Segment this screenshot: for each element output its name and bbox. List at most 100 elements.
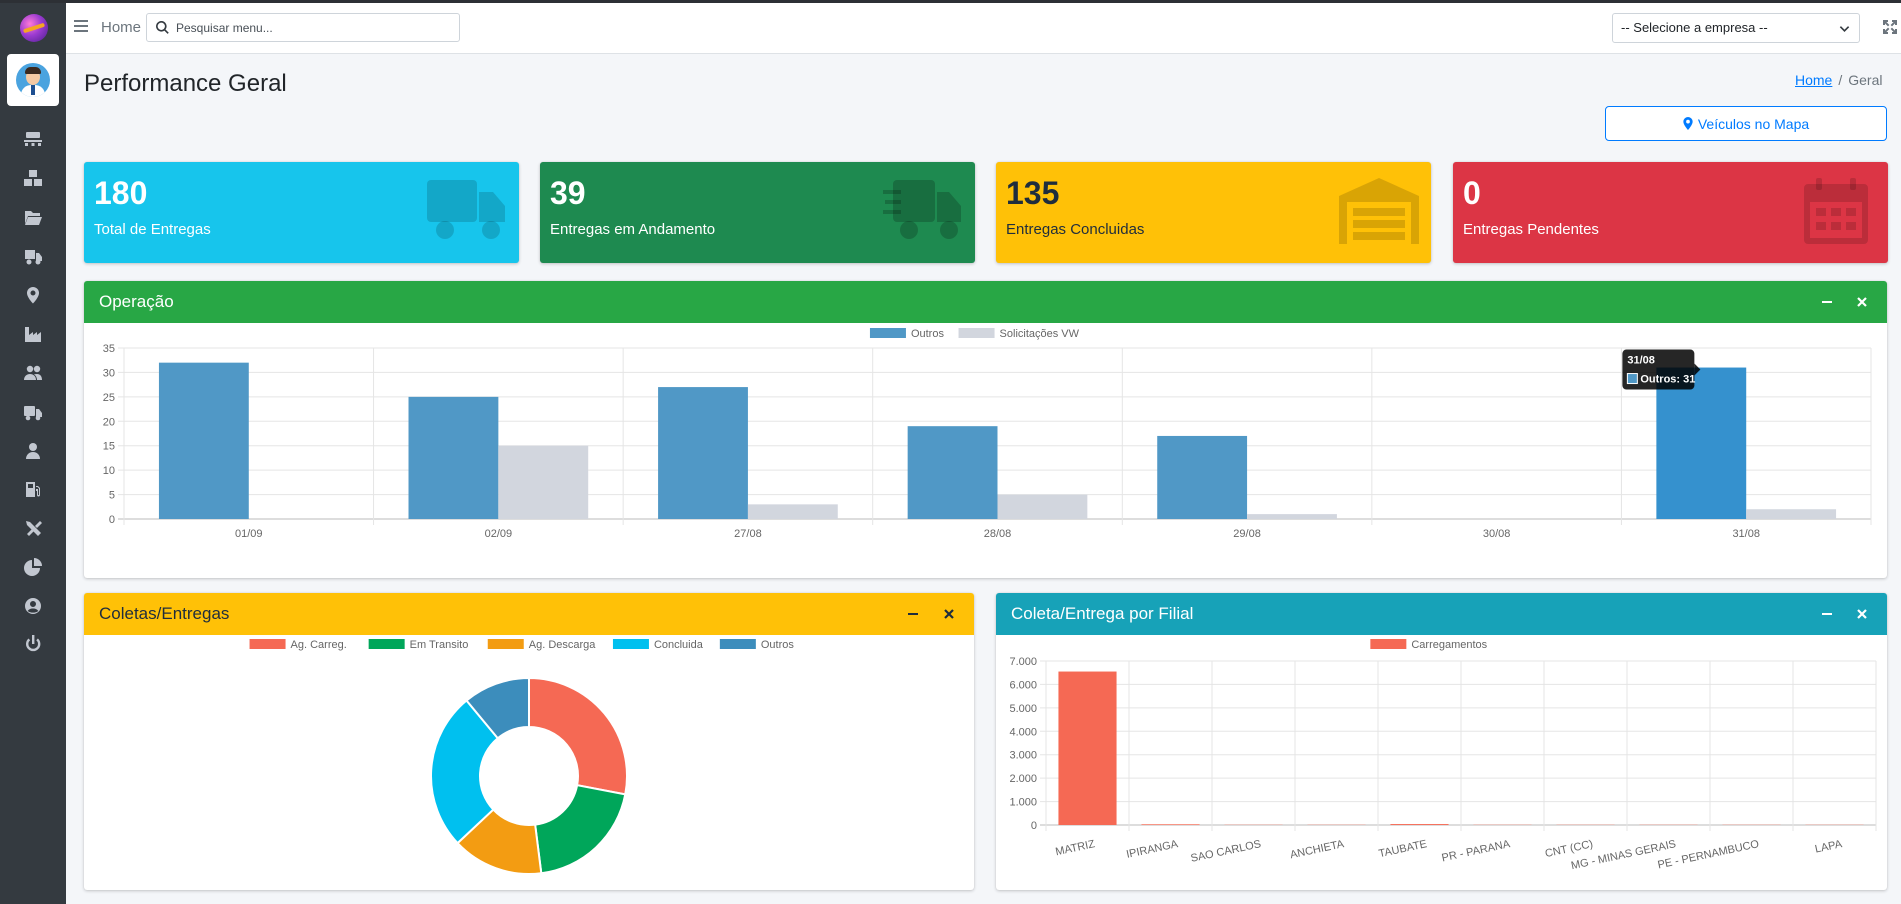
y-tick-label: 20	[103, 416, 115, 428]
filial-card-header: Coleta/Entrega por Filial	[996, 593, 1887, 635]
donut-slice	[528, 676, 628, 796]
shipping-fast-icon	[883, 180, 961, 239]
x-tick-label: MATRIZ	[1054, 838, 1096, 858]
bar	[1141, 824, 1200, 825]
bar	[408, 396, 499, 519]
coletas-donut-chart: Ag. Carreg. Em Transito Ag. Descarga Conclu…	[249, 639, 795, 875]
total-deliveries-label: Total de Entregas	[94, 221, 211, 238]
sidebar	[0, 0, 66, 904]
chart-tooltip: 31/08 Outros: 31	[1622, 349, 1701, 390]
y-tick-label: 10	[103, 465, 115, 477]
tooltip-text: Outros: 31	[1640, 374, 1695, 386]
pie-chart-icon[interactable]	[23, 557, 43, 577]
operacao-card: Operação Outros Solicitações VW 0 5 10 15 20 25…	[84, 281, 1887, 578]
x-tick-label: 29/08	[1233, 528, 1261, 540]
x-tick-label: 28/08	[984, 528, 1012, 540]
company-select[interactable]: -- Selecione a empresa --	[1612, 13, 1860, 43]
users-icon[interactable]	[23, 363, 43, 383]
minus-icon	[1822, 301, 1832, 303]
tooltip-box	[1622, 349, 1695, 390]
x-tick-label: 01/09	[235, 528, 263, 540]
map-marker-icon[interactable]	[23, 285, 43, 305]
filial-card: Coleta/Entrega por Filial Carregamentos 0…	[996, 593, 1887, 890]
vehicles-map-button[interactable]: Veículos no Mapa	[1605, 106, 1887, 141]
legend-label: Concluida	[654, 639, 704, 651]
y-tick-label: 5.000	[1009, 703, 1037, 715]
bar	[498, 445, 589, 519]
y-tick-label: 15	[103, 441, 115, 453]
menu-search[interactable]	[146, 13, 460, 42]
completed-deliveries-value: 135	[1006, 175, 1060, 211]
truck-loading-icon[interactable]	[23, 246, 43, 266]
power-off-icon[interactable]	[23, 634, 43, 654]
nav-home-link[interactable]: Home	[101, 19, 142, 36]
x-tick-label: SAO CARLOS	[1190, 838, 1262, 865]
user-tie-icon[interactable]	[23, 441, 43, 461]
map-marker-icon	[1683, 117, 1693, 130]
x-tick-label: IPIRANGA	[1125, 838, 1180, 861]
x-tick-label: PR - PARANA	[1441, 838, 1512, 864]
pending-deliveries-value: 0	[1463, 175, 1481, 211]
search-input[interactable]	[176, 18, 446, 37]
in-progress-deliveries-box: 39 Entregas em Andamento	[540, 162, 975, 263]
user-avatar-box[interactable]	[7, 54, 59, 106]
filial-card-title: Coleta/Entrega por Filial	[1011, 604, 1194, 623]
legend-item: Outros	[869, 328, 944, 340]
close-icon	[1857, 297, 1867, 307]
legend-label: Em Transito	[410, 639, 469, 651]
legend-swatch	[719, 639, 756, 649]
pallet-icon[interactable]	[23, 128, 43, 148]
y-tick-label: 7.000	[1009, 656, 1037, 668]
menu-toggle-icon[interactable]	[74, 20, 88, 32]
search-icon	[156, 21, 169, 34]
window-top-border	[0, 0, 1901, 3]
completed-deliveries-box: 135 Entregas Concluidas	[996, 162, 1431, 263]
legend-item: Em Transito	[368, 639, 469, 651]
warehouse-icon	[1339, 178, 1419, 244]
breadcrumb-home-link[interactable]: Home	[1795, 72, 1833, 88]
minus-icon	[908, 613, 918, 615]
gas-pump-icon[interactable]	[23, 479, 43, 499]
close-button[interactable]	[940, 605, 958, 623]
legend-swatch	[612, 639, 649, 649]
close-button[interactable]	[1853, 605, 1871, 623]
fullscreen-icon[interactable]	[1882, 19, 1898, 35]
legend-label: Ag. Descarga	[529, 639, 597, 651]
tools-icon[interactable]	[23, 518, 43, 538]
breadcrumb-current: Geral	[1848, 72, 1883, 88]
minus-icon	[1822, 613, 1832, 615]
legend-swatch	[249, 639, 286, 649]
collapse-button[interactable]	[1818, 293, 1836, 311]
truck-icon[interactable]	[23, 402, 43, 422]
boxes-icon[interactable]	[23, 168, 43, 188]
bar	[997, 494, 1088, 519]
industry-icon[interactable]	[23, 324, 43, 344]
total-deliveries-value: 180	[94, 175, 148, 211]
donut-slice	[430, 699, 500, 845]
bar	[158, 362, 249, 519]
legend-swatch	[958, 328, 995, 338]
vehicles-map-label: Veículos no Mapa	[1697, 115, 1810, 132]
coletas-card-title: Coletas/Entregas	[99, 604, 230, 623]
coletas-card: Coletas/Entregas Ag. Carreg. Em Transito A…	[84, 593, 974, 890]
brand-logo[interactable]	[20, 14, 48, 42]
legend-label: Solicitações VW	[1000, 328, 1080, 340]
legend-item: Carregamentos	[1370, 639, 1488, 651]
pending-deliveries-label: Entregas Pendentes	[1463, 221, 1599, 238]
legend-swatch	[869, 328, 906, 338]
user-circle-icon[interactable]	[23, 596, 43, 616]
collapse-button[interactable]	[1818, 605, 1836, 623]
breadcrumb-separator: /	[1838, 72, 1843, 88]
bar	[1390, 824, 1449, 825]
collapse-button[interactable]	[904, 605, 922, 623]
y-tick-label: 4.000	[1009, 726, 1037, 738]
close-button[interactable]	[1853, 293, 1871, 311]
y-tick-label: 2.000	[1009, 773, 1037, 785]
bar	[1746, 509, 1837, 519]
coletas-card-header: Coletas/Entregas	[84, 593, 974, 635]
bar	[658, 387, 748, 519]
x-tick-label: 30/08	[1483, 528, 1511, 540]
legend-label: Outros	[761, 639, 795, 651]
top-navbar: Home -- Selecione a empresa --	[66, 3, 1901, 54]
folder-open-icon[interactable]	[23, 207, 43, 227]
